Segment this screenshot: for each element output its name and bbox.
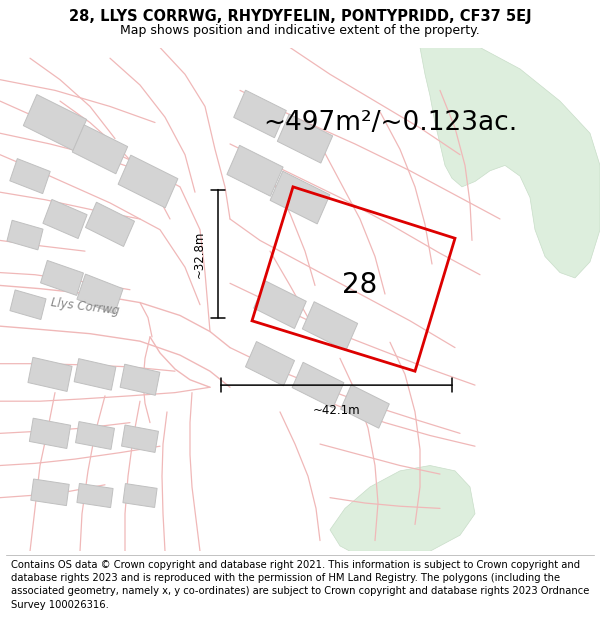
Polygon shape xyxy=(29,418,71,449)
Polygon shape xyxy=(341,385,389,428)
Polygon shape xyxy=(270,171,330,224)
Polygon shape xyxy=(77,483,113,508)
Polygon shape xyxy=(302,302,358,351)
Polygon shape xyxy=(254,281,307,329)
Text: Map shows position and indicative extent of the property.: Map shows position and indicative extent… xyxy=(120,24,480,37)
Polygon shape xyxy=(330,466,475,551)
Polygon shape xyxy=(122,425,158,452)
Polygon shape xyxy=(76,422,115,449)
Polygon shape xyxy=(420,48,600,278)
Polygon shape xyxy=(123,484,157,508)
Polygon shape xyxy=(74,359,116,390)
Polygon shape xyxy=(31,479,69,506)
Polygon shape xyxy=(120,364,160,395)
Polygon shape xyxy=(28,357,72,391)
Text: 28, LLYS CORRWG, RHYDYFELIN, PONTYPRIDD, CF37 5EJ: 28, LLYS CORRWG, RHYDYFELIN, PONTYPRIDD,… xyxy=(68,9,532,24)
Polygon shape xyxy=(10,159,50,194)
Text: Contains OS data © Crown copyright and database right 2021. This information is : Contains OS data © Crown copyright and d… xyxy=(11,560,589,610)
Polygon shape xyxy=(10,290,46,319)
Polygon shape xyxy=(85,202,134,246)
Polygon shape xyxy=(245,341,295,386)
Polygon shape xyxy=(77,274,123,314)
Polygon shape xyxy=(292,362,344,408)
Polygon shape xyxy=(227,146,283,196)
Polygon shape xyxy=(41,261,83,296)
Polygon shape xyxy=(7,220,43,250)
Text: 28: 28 xyxy=(343,271,377,299)
Text: Llys Corrwg: Llys Corrwg xyxy=(50,296,120,318)
Polygon shape xyxy=(43,199,87,239)
Polygon shape xyxy=(118,155,178,208)
Text: ~32.8m: ~32.8m xyxy=(193,230,206,278)
Polygon shape xyxy=(277,114,332,163)
Polygon shape xyxy=(73,125,128,174)
Text: ~42.1m: ~42.1m xyxy=(313,404,361,418)
Text: ~497m²/~0.123ac.: ~497m²/~0.123ac. xyxy=(263,109,517,136)
Polygon shape xyxy=(23,94,86,151)
Polygon shape xyxy=(233,90,286,138)
